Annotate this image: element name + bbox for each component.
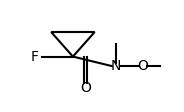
Text: F: F	[30, 50, 38, 64]
Text: N: N	[111, 59, 121, 73]
Text: O: O	[137, 59, 148, 73]
Text: O: O	[80, 81, 91, 95]
